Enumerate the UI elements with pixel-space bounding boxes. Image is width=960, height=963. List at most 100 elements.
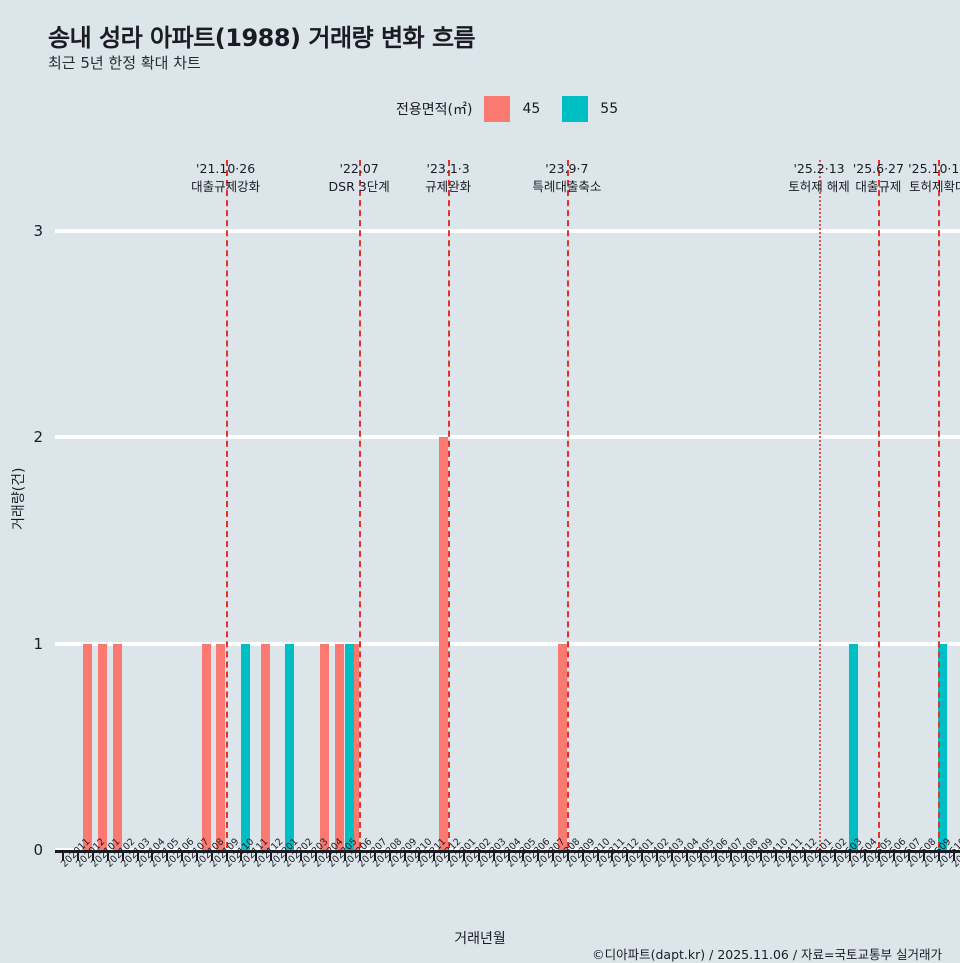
x-tick bbox=[863, 850, 866, 861]
x-tick bbox=[552, 850, 554, 861]
bar[interactable] bbox=[438, 437, 448, 850]
gridline-2 bbox=[55, 435, 960, 440]
bar[interactable] bbox=[285, 643, 295, 850]
event-label-7: '25.10·15 토허제확대 bbox=[908, 160, 960, 196]
x-tick bbox=[833, 850, 836, 861]
y-tick-0: 0 bbox=[33, 841, 43, 859]
x-tick bbox=[359, 850, 362, 861]
x-tick bbox=[477, 850, 480, 861]
legend-title: 전용면적(㎡) bbox=[396, 102, 473, 118]
bar[interactable] bbox=[216, 643, 226, 850]
x-tick bbox=[507, 850, 510, 861]
bar[interactable] bbox=[112, 643, 122, 850]
event-date: '21.10·26 bbox=[196, 161, 256, 176]
event-name: 대출규제강화 bbox=[191, 179, 261, 194]
x-tick bbox=[655, 850, 658, 861]
x-tick bbox=[893, 850, 896, 861]
x-tick bbox=[299, 850, 302, 861]
x-tick bbox=[611, 850, 614, 861]
x-tick bbox=[937, 850, 940, 861]
event-name: 토허제확대 bbox=[908, 179, 960, 194]
x-tick bbox=[314, 850, 317, 861]
bar[interactable] bbox=[97, 643, 107, 850]
bar[interactable] bbox=[557, 643, 567, 850]
bar[interactable] bbox=[335, 643, 345, 850]
event-date: '25.10·15 bbox=[908, 161, 960, 176]
bar[interactable] bbox=[240, 643, 250, 850]
x-tick bbox=[804, 850, 807, 861]
x-tick bbox=[715, 850, 718, 861]
x-tick bbox=[759, 850, 762, 861]
x-tick bbox=[403, 850, 406, 861]
x-tick bbox=[106, 850, 109, 861]
event-line-7 bbox=[937, 160, 940, 858]
x-tick bbox=[685, 850, 688, 861]
x-tick bbox=[626, 850, 629, 861]
legend-label-55: 55 bbox=[600, 101, 619, 117]
x-tick bbox=[581, 850, 584, 861]
event-line-6 bbox=[878, 160, 881, 858]
event-name: 대출규제 bbox=[855, 179, 902, 194]
event-label-5: '25.2·13 토허제 해제 bbox=[788, 160, 849, 196]
x-tick bbox=[922, 850, 925, 861]
x-tick bbox=[522, 850, 525, 861]
x-tick bbox=[789, 850, 792, 861]
bar[interactable] bbox=[201, 643, 211, 850]
event-name: DSR 3단계 bbox=[328, 179, 390, 194]
event-label-4: '23.9·7 특례대출축소 bbox=[532, 160, 601, 196]
y-axis-tick-labels: 0 1 2 3 bbox=[0, 210, 55, 859]
y-axis-title: 거래량(건) bbox=[11, 467, 27, 530]
event-name: 규제완화 bbox=[425, 179, 472, 194]
x-tick bbox=[210, 850, 213, 861]
event-label-2: '22.07 DSR 3단계 bbox=[329, 160, 390, 196]
x-tick bbox=[121, 850, 124, 861]
event-line-5 bbox=[819, 160, 822, 858]
y-tick-2: 2 bbox=[33, 428, 43, 447]
x-tick bbox=[462, 850, 465, 861]
x-tick bbox=[195, 850, 198, 861]
x-tick bbox=[744, 850, 747, 861]
bar[interactable] bbox=[349, 643, 359, 850]
event-line-1 bbox=[225, 160, 228, 858]
event-line-2 bbox=[359, 160, 362, 858]
bar[interactable] bbox=[344, 643, 354, 850]
x-tick bbox=[670, 850, 673, 861]
event-line-4 bbox=[566, 160, 569, 858]
bar[interactable] bbox=[848, 643, 858, 850]
plot-area bbox=[55, 210, 960, 852]
chart-subtitle: 최근 5년 한정 확대 차트 bbox=[48, 54, 201, 72]
x-tick bbox=[329, 850, 332, 861]
x-tick bbox=[270, 850, 273, 861]
event-line-3 bbox=[448, 160, 451, 858]
x-tick bbox=[373, 850, 376, 861]
x-tick bbox=[388, 850, 391, 861]
x-tick bbox=[225, 850, 228, 861]
event-date: '25.6·27 bbox=[852, 161, 904, 176]
bar[interactable] bbox=[320, 643, 330, 850]
x-tick bbox=[418, 850, 421, 861]
x-tick bbox=[848, 850, 851, 861]
x-tick bbox=[537, 850, 540, 861]
event-date: '23.1·3 bbox=[426, 161, 470, 176]
event-label-3: '23.1·3 규제완화 bbox=[425, 160, 471, 196]
x-tick bbox=[819, 850, 822, 861]
x-tick bbox=[284, 850, 287, 861]
x-tick bbox=[492, 850, 495, 861]
bar[interactable] bbox=[260, 643, 270, 850]
x-tick bbox=[151, 850, 154, 861]
x-tick bbox=[641, 850, 644, 861]
x-tick bbox=[566, 850, 569, 861]
bar[interactable] bbox=[937, 643, 947, 850]
legend-swatch-55[interactable] bbox=[562, 96, 589, 122]
legend-swatch-45[interactable] bbox=[484, 96, 511, 122]
y-tick-1: 1 bbox=[33, 634, 43, 653]
legend-label-45: 45 bbox=[522, 101, 541, 117]
x-tick bbox=[774, 850, 777, 861]
chart-footer: ©디아파트(dapt.kr) / 2025.11.06 / 자료=국토교통부 실… bbox=[592, 947, 942, 962]
gridline-1 bbox=[55, 641, 960, 646]
event-date: '22.07 bbox=[339, 161, 379, 176]
event-date: '25.2·13 bbox=[793, 161, 845, 176]
x-tick bbox=[700, 850, 703, 861]
bar[interactable] bbox=[82, 643, 92, 850]
x-axis-title: 거래년월 bbox=[454, 931, 506, 947]
